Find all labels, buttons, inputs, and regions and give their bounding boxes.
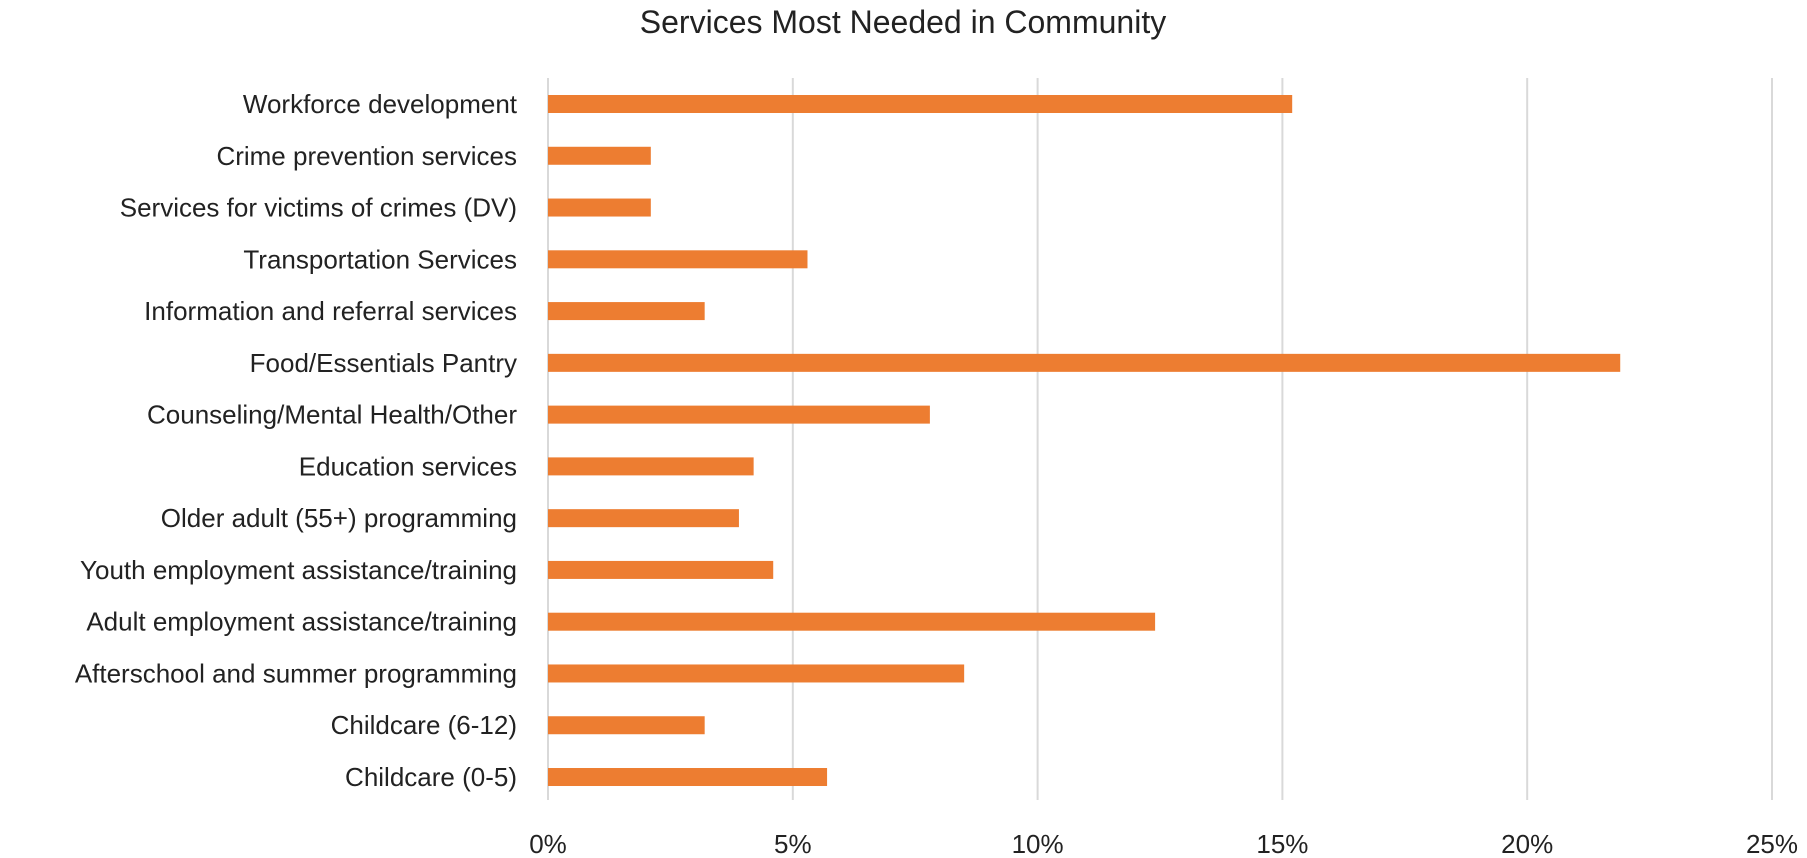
category-labels: Workforce development Crime prevention se… [75, 89, 518, 792]
x-tick-label: 5% [774, 829, 812, 858]
category-label: Afterschool and summer programming [75, 658, 517, 688]
bar [548, 664, 965, 683]
category-label: Adult employment assistance/training [86, 607, 517, 637]
category-label: Education services [299, 451, 517, 481]
bar [548, 457, 754, 476]
x-tick-label: 20% [1501, 829, 1553, 858]
category-label: Childcare (6-12) [331, 710, 517, 740]
category-label: Services for victims of crimes (DV) [120, 193, 517, 223]
category-label: Older adult (55+) programming [161, 503, 517, 533]
x-tick-label: 25% [1746, 829, 1798, 858]
grid-lines [547, 78, 1773, 800]
category-label: Workforce development [243, 89, 518, 119]
bar [548, 405, 930, 424]
category-label: Transportation Services [243, 244, 517, 274]
chart-title: Services Most Needed in Community [640, 4, 1166, 40]
bar [548, 716, 705, 735]
bar [548, 612, 1156, 631]
bar [548, 509, 739, 528]
category-label: Counseling/Mental Health/Other [147, 400, 517, 430]
bar [548, 353, 1621, 372]
category-label: Youth employment assistance/training [80, 555, 517, 585]
x-tick-labels: 0% 5% 10% 15% 20% 25% [529, 829, 1798, 858]
category-label: Food/Essentials Pantry [250, 348, 517, 378]
bar [548, 560, 774, 579]
bar [548, 146, 651, 165]
bar [548, 302, 705, 321]
bar [548, 95, 1293, 113]
x-tick-label: 0% [529, 829, 567, 858]
bars [548, 95, 1621, 787]
x-tick-label: 10% [1012, 829, 1064, 858]
x-tick-label: 15% [1256, 829, 1308, 858]
bar [548, 198, 651, 217]
category-label: Information and referral services [144, 296, 517, 326]
bar [548, 250, 808, 269]
category-label: Crime prevention services [216, 141, 517, 171]
bar [548, 768, 828, 787]
category-label: Childcare (0-5) [345, 762, 517, 792]
